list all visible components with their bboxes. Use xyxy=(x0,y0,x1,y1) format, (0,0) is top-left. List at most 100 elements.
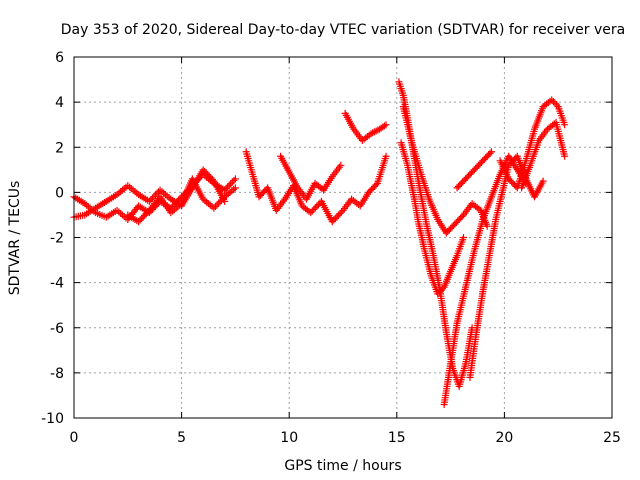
data-point xyxy=(551,99,559,107)
x-tick-labels: 0 5 10 15 20 25 xyxy=(70,430,621,446)
x-tick-label: 5 xyxy=(177,430,186,446)
data-point xyxy=(310,205,318,213)
data-point xyxy=(227,180,235,188)
data-point xyxy=(141,211,149,219)
data-point xyxy=(214,199,222,207)
y-axis-label: SDTVAR / TECUs xyxy=(7,181,23,296)
data-point xyxy=(210,204,218,212)
data-point xyxy=(202,169,210,177)
x-tick-label: 0 xyxy=(70,430,79,446)
data-point xyxy=(486,149,494,157)
y-tick-label: 4 xyxy=(55,95,64,111)
data-point xyxy=(372,181,380,189)
data-point xyxy=(487,148,495,156)
y-tick-label: -10 xyxy=(41,411,64,427)
data-point xyxy=(142,210,150,218)
y-tick-label: -6 xyxy=(50,321,64,337)
data-point xyxy=(382,152,390,160)
data-point xyxy=(148,194,156,202)
data-point xyxy=(334,211,342,219)
data-point xyxy=(218,196,226,204)
data-point xyxy=(138,214,146,222)
data-point xyxy=(336,210,344,218)
data-point xyxy=(224,183,232,191)
data-point xyxy=(435,288,443,296)
data-point xyxy=(231,175,239,183)
data-point xyxy=(460,234,468,241)
series-sat-k xyxy=(466,152,547,381)
data-point xyxy=(434,290,442,298)
series-sat-e xyxy=(277,152,345,203)
data-point xyxy=(231,184,239,192)
data-point xyxy=(201,167,209,175)
series-sat-l xyxy=(453,148,495,192)
data-point xyxy=(204,171,212,179)
data-point xyxy=(307,209,315,217)
data-point xyxy=(380,122,388,130)
data-point xyxy=(330,216,338,224)
data-point xyxy=(561,152,569,160)
x-tick-label: 25 xyxy=(603,430,621,446)
series-sat-d xyxy=(242,148,390,226)
data-point xyxy=(219,194,227,202)
series-sat-m xyxy=(496,96,569,192)
x-axis-label: GPS time / hours xyxy=(284,458,401,474)
data-point xyxy=(311,204,319,212)
y-tick-label: -4 xyxy=(50,276,64,292)
data-point xyxy=(548,96,556,104)
series-sat-n xyxy=(518,118,569,192)
data-point xyxy=(439,285,447,293)
data-point xyxy=(561,121,569,129)
data-point xyxy=(208,175,216,183)
data-point xyxy=(553,101,561,109)
x-tick-label: 10 xyxy=(280,430,298,446)
plot-frame xyxy=(73,56,613,419)
data-point xyxy=(331,214,339,222)
data-point xyxy=(483,222,491,230)
data-point xyxy=(539,177,547,185)
data-point xyxy=(328,218,336,226)
data-point xyxy=(221,186,229,194)
data-point xyxy=(437,287,445,295)
data-point xyxy=(150,193,158,201)
x-tick-label: 20 xyxy=(495,430,513,446)
y-tick-label: -8 xyxy=(50,366,64,382)
data-point xyxy=(382,121,390,129)
data-point xyxy=(230,176,238,184)
data-point xyxy=(337,208,345,216)
data-point xyxy=(153,189,161,197)
series-sat-f xyxy=(341,109,390,144)
y-tick-label: -2 xyxy=(50,231,64,247)
data-point xyxy=(213,201,221,209)
data-point xyxy=(216,198,224,206)
data-point xyxy=(314,201,322,209)
data-point xyxy=(199,166,207,174)
data-point xyxy=(207,174,215,182)
data-point xyxy=(228,178,236,186)
data-point xyxy=(211,203,219,211)
series-sat-c xyxy=(124,175,239,226)
y-tick-label: 0 xyxy=(55,185,64,201)
series-sat-i xyxy=(399,103,491,237)
data-point xyxy=(308,207,316,215)
data-point xyxy=(205,172,213,180)
data-points xyxy=(70,78,569,408)
data-point xyxy=(222,185,230,193)
data-point xyxy=(151,191,159,199)
data-point xyxy=(333,213,341,221)
data-point xyxy=(549,98,557,106)
y-tick-labels: -10 -8 -6 -4 -2 0 2 4 6 xyxy=(41,50,64,427)
grid-lines xyxy=(74,57,612,418)
y-tick-label: 6 xyxy=(55,50,64,66)
data-point xyxy=(136,216,144,224)
chart-title: Day 353 of 2020, Sidereal Day-to-day VTE… xyxy=(61,22,625,38)
data-point xyxy=(145,197,153,205)
series-sat-h xyxy=(397,139,468,298)
data-point xyxy=(337,161,345,169)
data-point xyxy=(147,196,155,204)
data-point xyxy=(135,218,143,226)
data-point xyxy=(313,202,321,210)
y-tick-label: 2 xyxy=(55,140,64,156)
